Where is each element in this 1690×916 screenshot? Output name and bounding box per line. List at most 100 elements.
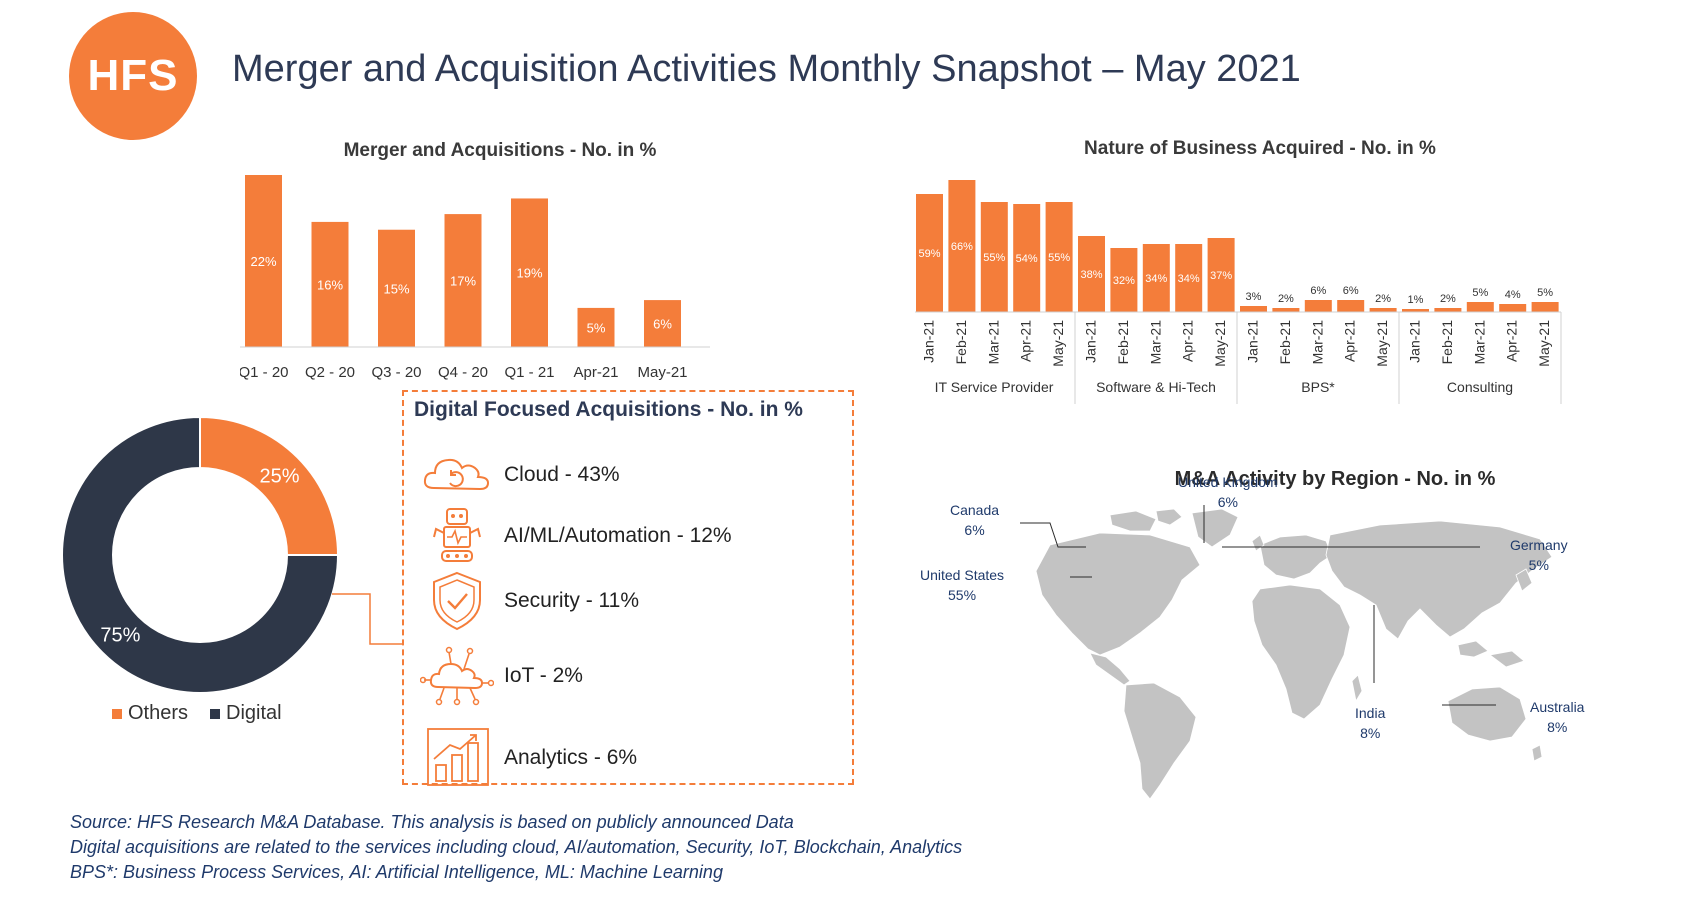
region-value: 8% — [1360, 725, 1381, 741]
legend-others: Others — [112, 702, 188, 725]
nature-bar — [1175, 244, 1203, 312]
world-map — [1020, 505, 1553, 800]
nature-x-tick: May-21 — [1212, 320, 1228, 367]
ma-bar — [378, 229, 415, 347]
legend-swatch-digital — [210, 708, 221, 719]
ma-bar — [444, 214, 482, 347]
nature-x-tick: Apr-21 — [1504, 320, 1520, 362]
digital-item-label: Analytics - 6% — [504, 746, 638, 769]
footnote-digital: Digital acquisitions are related to the … — [70, 837, 963, 857]
iot-cloud-icon — [420, 646, 494, 706]
ma-bar — [511, 198, 548, 347]
nature-bar-label: 59% — [918, 248, 940, 260]
cloud-icon — [423, 458, 490, 491]
nature-chart-title: Nature of Business Acquired - No. in % — [1084, 138, 1436, 159]
nature-bar-label: 5% — [1472, 287, 1488, 299]
ma-quarterly-bar-chart: 22% Q1 - 20 16% Q2 - 20 15% Q3 - 20 17% Q4 - 20… — [240, 175, 710, 381]
analytics-icon — [427, 728, 489, 786]
nature-bar — [1337, 300, 1365, 312]
region-name: Germany — [1510, 537, 1568, 553]
ma-x-tick: May-21 — [637, 364, 687, 381]
nature-bar — [1078, 236, 1105, 312]
digital-item-label: Cloud - 43% — [504, 463, 620, 486]
nature-bar — [1369, 308, 1397, 312]
nature-bar — [1531, 302, 1559, 312]
ma-bar — [245, 175, 282, 347]
nature-x-tick: Mar-21 — [985, 320, 1001, 365]
nature-x-tick: Feb-21 — [1115, 320, 1131, 365]
nature-bar — [1110, 248, 1138, 312]
region-name: Australia — [1530, 699, 1585, 715]
region-leader-lines — [1020, 505, 1496, 706]
footnotes: Source: HFS Research M&A Database. This … — [70, 810, 962, 885]
region-value: 6% — [964, 522, 985, 538]
ma-x-tick: Q2 - 20 — [305, 364, 355, 381]
nature-bar — [1142, 244, 1170, 312]
ma-x-tick: Q1 - 21 — [504, 364, 554, 381]
region-name: India — [1355, 705, 1386, 721]
digital-item-security: Security - 11% — [420, 570, 840, 632]
nature-bar-label: 2% — [1278, 293, 1294, 305]
region-title: M&A Activity by Region - No. in % — [1174, 468, 1496, 490]
nature-bar — [1466, 302, 1494, 312]
nature-of-business-bar-chart: 59% Jan-21 66% Feb-21 55% Mar-21 54% Apr-21 55% M… — [915, 180, 1562, 404]
donut-slice-label: 25% — [260, 465, 300, 487]
nature-group-label: Consulting — [1447, 379, 1513, 395]
nature-x-tick: Feb-21 — [1277, 320, 1293, 365]
nature-x-tick: May-21 — [1536, 320, 1552, 367]
region-label-india: India 8% — [1355, 703, 1385, 743]
nature-group-label: IT Service Provider — [935, 379, 1054, 395]
nature-bar-label: 6% — [1310, 285, 1326, 297]
region-value: 6% — [1217, 494, 1238, 510]
ma-bar — [644, 300, 681, 347]
digital-item-ai: AI/ML/Automation - 12% — [420, 505, 840, 567]
ma-x-tick: Apr-21 — [573, 364, 618, 381]
nature-bar-label: 32% — [1113, 275, 1135, 287]
footnote-source: Source: HFS Research M&A Database. This … — [70, 812, 794, 832]
nature-x-tick: Jan-21 — [1245, 320, 1261, 363]
region-name: United States — [920, 567, 1005, 583]
nature-x-tick: Feb-21 — [1439, 320, 1455, 365]
nature-bar-label: 55% — [1048, 252, 1070, 264]
donut-slice-label: 75% — [100, 625, 140, 647]
nature-bar — [1240, 306, 1267, 312]
nature-bar-label: 4% — [1505, 289, 1521, 301]
nature-bar-label: 37% — [1210, 270, 1232, 282]
ma-bar — [577, 307, 615, 347]
digital-item-analytics: Analytics - 6% — [420, 727, 840, 789]
nature-bar — [1304, 300, 1332, 312]
nature-bar — [1272, 308, 1300, 312]
nature-bar — [1499, 304, 1527, 312]
ma-bar-label: 16% — [317, 277, 343, 292]
ma-bar — [311, 221, 349, 347]
nature-group-label: BPS* — [1301, 379, 1335, 395]
ma-bar-label: 17% — [450, 274, 476, 289]
nature-bar — [1207, 238, 1235, 312]
nature-bar-label: 2% — [1440, 293, 1456, 305]
region-label-us: United States 55% — [920, 565, 1004, 605]
nature-x-tick: May-21 — [1050, 320, 1066, 367]
ma-x-tick: Q3 - 20 — [371, 364, 421, 381]
nature-bar-label: 54% — [1016, 253, 1038, 265]
donut-legend: Others Digital — [112, 702, 282, 725]
nature-bar-label: 66% — [951, 241, 973, 253]
nature-bar-label: 5% — [1537, 287, 1553, 299]
ma-x-tick: Q1 - 20 — [240, 364, 289, 381]
donut-connector — [332, 593, 404, 645]
digital-item-cloud: Cloud - 43% — [420, 444, 840, 506]
nature-bar-label: 34% — [1178, 273, 1200, 285]
nature-x-tick: Jan-21 — [1083, 320, 1099, 363]
nature-bar — [1013, 204, 1041, 312]
nature-x-tick: Apr-21 — [1018, 320, 1034, 362]
digital-item-label: IoT - 2% — [504, 664, 583, 687]
nature-group-label: Software & Hi-Tech — [1096, 379, 1216, 395]
region-label-germany: Germany 5% — [1510, 535, 1568, 575]
region-value: 55% — [948, 587, 977, 603]
nature-x-tick: Jan-21 — [921, 320, 937, 363]
robot-icon — [433, 508, 481, 562]
digital-item-iot: IoT - 2% — [420, 645, 840, 707]
nature-bar-label: 6% — [1343, 285, 1359, 297]
nature-bar — [1434, 308, 1462, 312]
legend-label-digital: Digital — [226, 702, 282, 724]
nature-bar-label: 2% — [1375, 293, 1391, 305]
